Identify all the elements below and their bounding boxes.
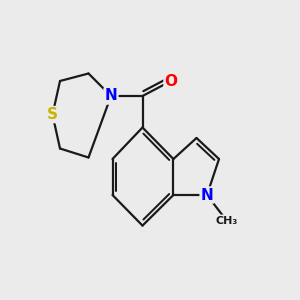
Text: CH₃: CH₃: [215, 215, 238, 226]
Text: S: S: [47, 107, 58, 122]
Text: N: N: [201, 188, 213, 202]
Text: N: N: [105, 88, 117, 104]
Text: O: O: [164, 74, 178, 88]
